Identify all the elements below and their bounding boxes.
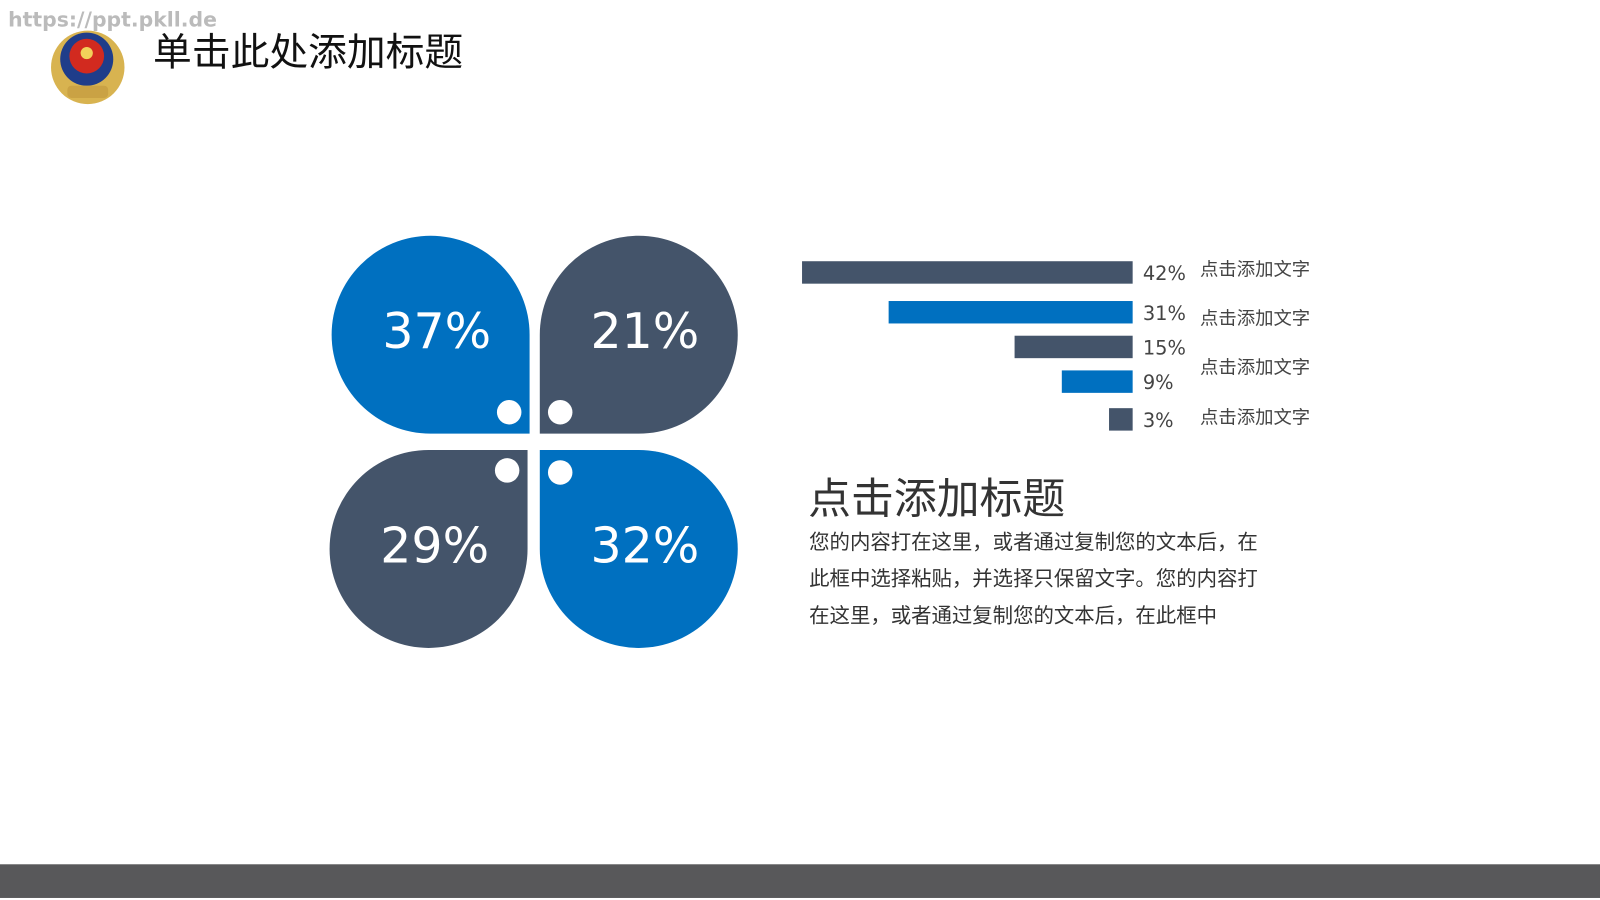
side-label: 点击添加文字 — [1200, 357, 1310, 378]
bar — [1014, 335, 1133, 359]
body-line: 此框中选择粘贴，并选择只保留文字。您的内容打 — [809, 567, 1258, 591]
body-title: 点击添加标题 — [808, 475, 1065, 525]
petal-dot — [547, 400, 573, 425]
bar — [888, 301, 1133, 324]
body-line: 您的内容打在这里，或者通过复制您的文本后，在 — [809, 530, 1258, 554]
petal — [539, 450, 738, 648]
side-label: 点击添加文字 — [1200, 308, 1310, 329]
petal-label: 37% — [382, 303, 491, 360]
petal — [539, 235, 738, 434]
bar-value-label: 15% — [1143, 336, 1186, 359]
petal-label: 32% — [590, 517, 699, 574]
petal-label: 21% — [590, 303, 699, 360]
watermark: https://ppt.pkll.de — [8, 7, 217, 31]
body-line: 在这里，或者通过复制您的文本后，在此框中 — [809, 603, 1217, 627]
side-label: 点击添加文字 — [1200, 407, 1310, 428]
petal-dot — [496, 400, 522, 425]
petal — [329, 450, 528, 648]
petal-label: 29% — [380, 517, 489, 574]
slide-title: 单击此处添加标题 — [153, 31, 463, 76]
bar-value-label: 3% — [1143, 409, 1174, 432]
petal-dot — [547, 460, 573, 485]
bar — [1109, 408, 1133, 431]
bar-value-label: 9% — [1143, 371, 1174, 394]
footer-bar — [0, 864, 1600, 898]
petal — [331, 235, 530, 434]
bar — [802, 261, 1133, 284]
emblem — [51, 30, 125, 105]
side-label: 点击添加文字 — [1200, 259, 1310, 280]
petal-dot — [494, 458, 520, 483]
bar — [1061, 370, 1133, 393]
bar-value-label: 31% — [1143, 302, 1186, 325]
bar-value-label: 42% — [1143, 262, 1186, 285]
